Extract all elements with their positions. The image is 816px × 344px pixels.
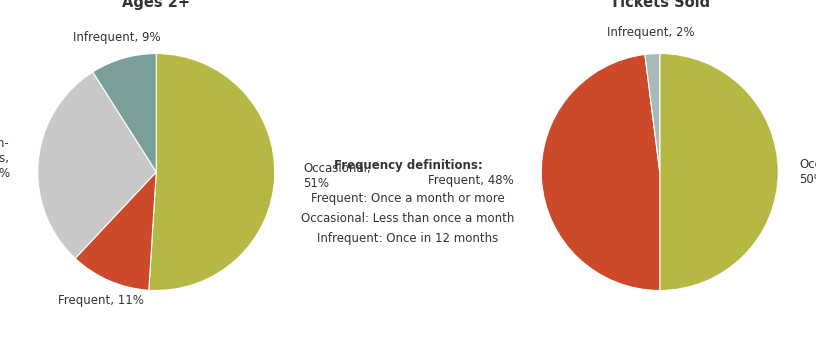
Text: Occasional,
50%: Occasional, 50% — [800, 158, 816, 186]
Title: U.S./Canada Population
Ages 2+: U.S./Canada Population Ages 2+ — [59, 0, 254, 10]
Text: Frequent: Once a month or more
Occasional: Less than once a month
Infrequent: On: Frequent: Once a month or more Occasiona… — [301, 192, 515, 245]
Wedge shape — [660, 54, 778, 290]
Text: Frequent, 11%: Frequent, 11% — [58, 294, 144, 307]
Title: U.S./Canada
Tickets Sold: U.S./Canada Tickets Sold — [610, 0, 710, 10]
Text: Infrequent, 2%: Infrequent, 2% — [607, 26, 694, 39]
Wedge shape — [541, 54, 660, 290]
Wedge shape — [38, 72, 156, 258]
Text: Infrequent, 9%: Infrequent, 9% — [73, 31, 161, 44]
Wedge shape — [93, 54, 156, 172]
Text: Occasional,
51%: Occasional, 51% — [303, 162, 370, 190]
Wedge shape — [645, 54, 660, 172]
Wedge shape — [149, 54, 275, 290]
Text: Non-
moviegoers,
29%: Non- moviegoers, 29% — [0, 137, 10, 180]
Text: Frequent, 48%: Frequent, 48% — [428, 174, 513, 187]
Text: Frequency definitions:: Frequency definitions: — [334, 159, 482, 172]
Wedge shape — [75, 172, 156, 290]
